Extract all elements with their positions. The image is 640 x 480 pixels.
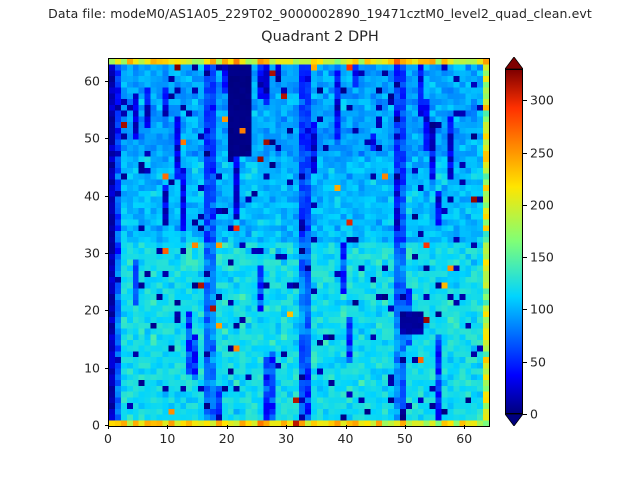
heatmap-axes	[108, 58, 490, 427]
x-axis-tick-label: 30	[278, 431, 295, 446]
colorbar-tick-label: 200	[530, 197, 554, 213]
x-axis-tick	[167, 425, 169, 429]
colorbar-tick-label: 250	[530, 145, 554, 161]
y-axis-tick	[104, 195, 108, 197]
colorbar-tick	[523, 309, 527, 311]
y-axis-tick	[104, 425, 108, 426]
colorbar-extend-min-arrow-icon	[505, 414, 523, 426]
x-axis-tick-label: 20	[218, 431, 235, 446]
x-axis-tick-label: 0	[104, 431, 112, 446]
colorbar-gradient-body	[505, 69, 523, 414]
colorbar-tick-label: 50	[530, 354, 546, 370]
colorbar-tick	[523, 204, 527, 206]
x-axis-tick	[404, 425, 406, 429]
x-axis-tick-label: 40	[337, 431, 354, 446]
x-axis-tick-label: 10	[159, 431, 176, 446]
y-axis-tick-label: 40	[84, 188, 100, 204]
colorbar-tick-label: 100	[530, 301, 554, 317]
colorbar-extend-max-arrow-icon	[505, 57, 523, 69]
detector-plane-histogram-image	[109, 59, 489, 426]
colorbar-tick	[523, 361, 527, 363]
x-axis-tick	[226, 425, 228, 429]
y-axis-tick-label: 60	[84, 73, 100, 89]
y-axis-tick-label: 0	[92, 417, 100, 433]
colorbar-tick-label: 300	[530, 92, 554, 108]
x-axis-tick	[464, 425, 466, 429]
colorbar-tick-label: 150	[530, 249, 554, 265]
colorbar	[505, 57, 523, 426]
y-axis-tick	[104, 310, 108, 312]
y-axis-tick	[104, 80, 108, 82]
colorbar-tick-label: 0	[530, 406, 538, 422]
y-axis-tick	[104, 367, 108, 369]
x-axis-tick	[286, 425, 288, 429]
x-axis-tick-label: 60	[456, 431, 473, 446]
colorbar-gradient	[506, 70, 522, 413]
x-axis-tick-label: 50	[396, 431, 413, 446]
colorbar-tick	[523, 257, 527, 259]
plot-title: Quadrant 2 DPH	[261, 29, 379, 45]
y-axis-tick-label: 20	[84, 302, 100, 318]
y-axis-tick-label: 50	[84, 130, 100, 146]
y-axis-tick	[104, 252, 108, 254]
y-axis-tick	[104, 138, 108, 140]
y-axis-tick-label: 30	[84, 245, 100, 261]
colorbar-tick	[523, 414, 527, 415]
x-axis-tick	[108, 425, 109, 429]
data-file-label: Data file: modeM0/AS1A05_229T02_90000028…	[48, 6, 592, 21]
colorbar-tick	[523, 100, 527, 102]
y-axis-tick-label: 10	[84, 360, 100, 376]
x-axis-tick	[345, 425, 347, 429]
colorbar-tick	[523, 152, 527, 154]
